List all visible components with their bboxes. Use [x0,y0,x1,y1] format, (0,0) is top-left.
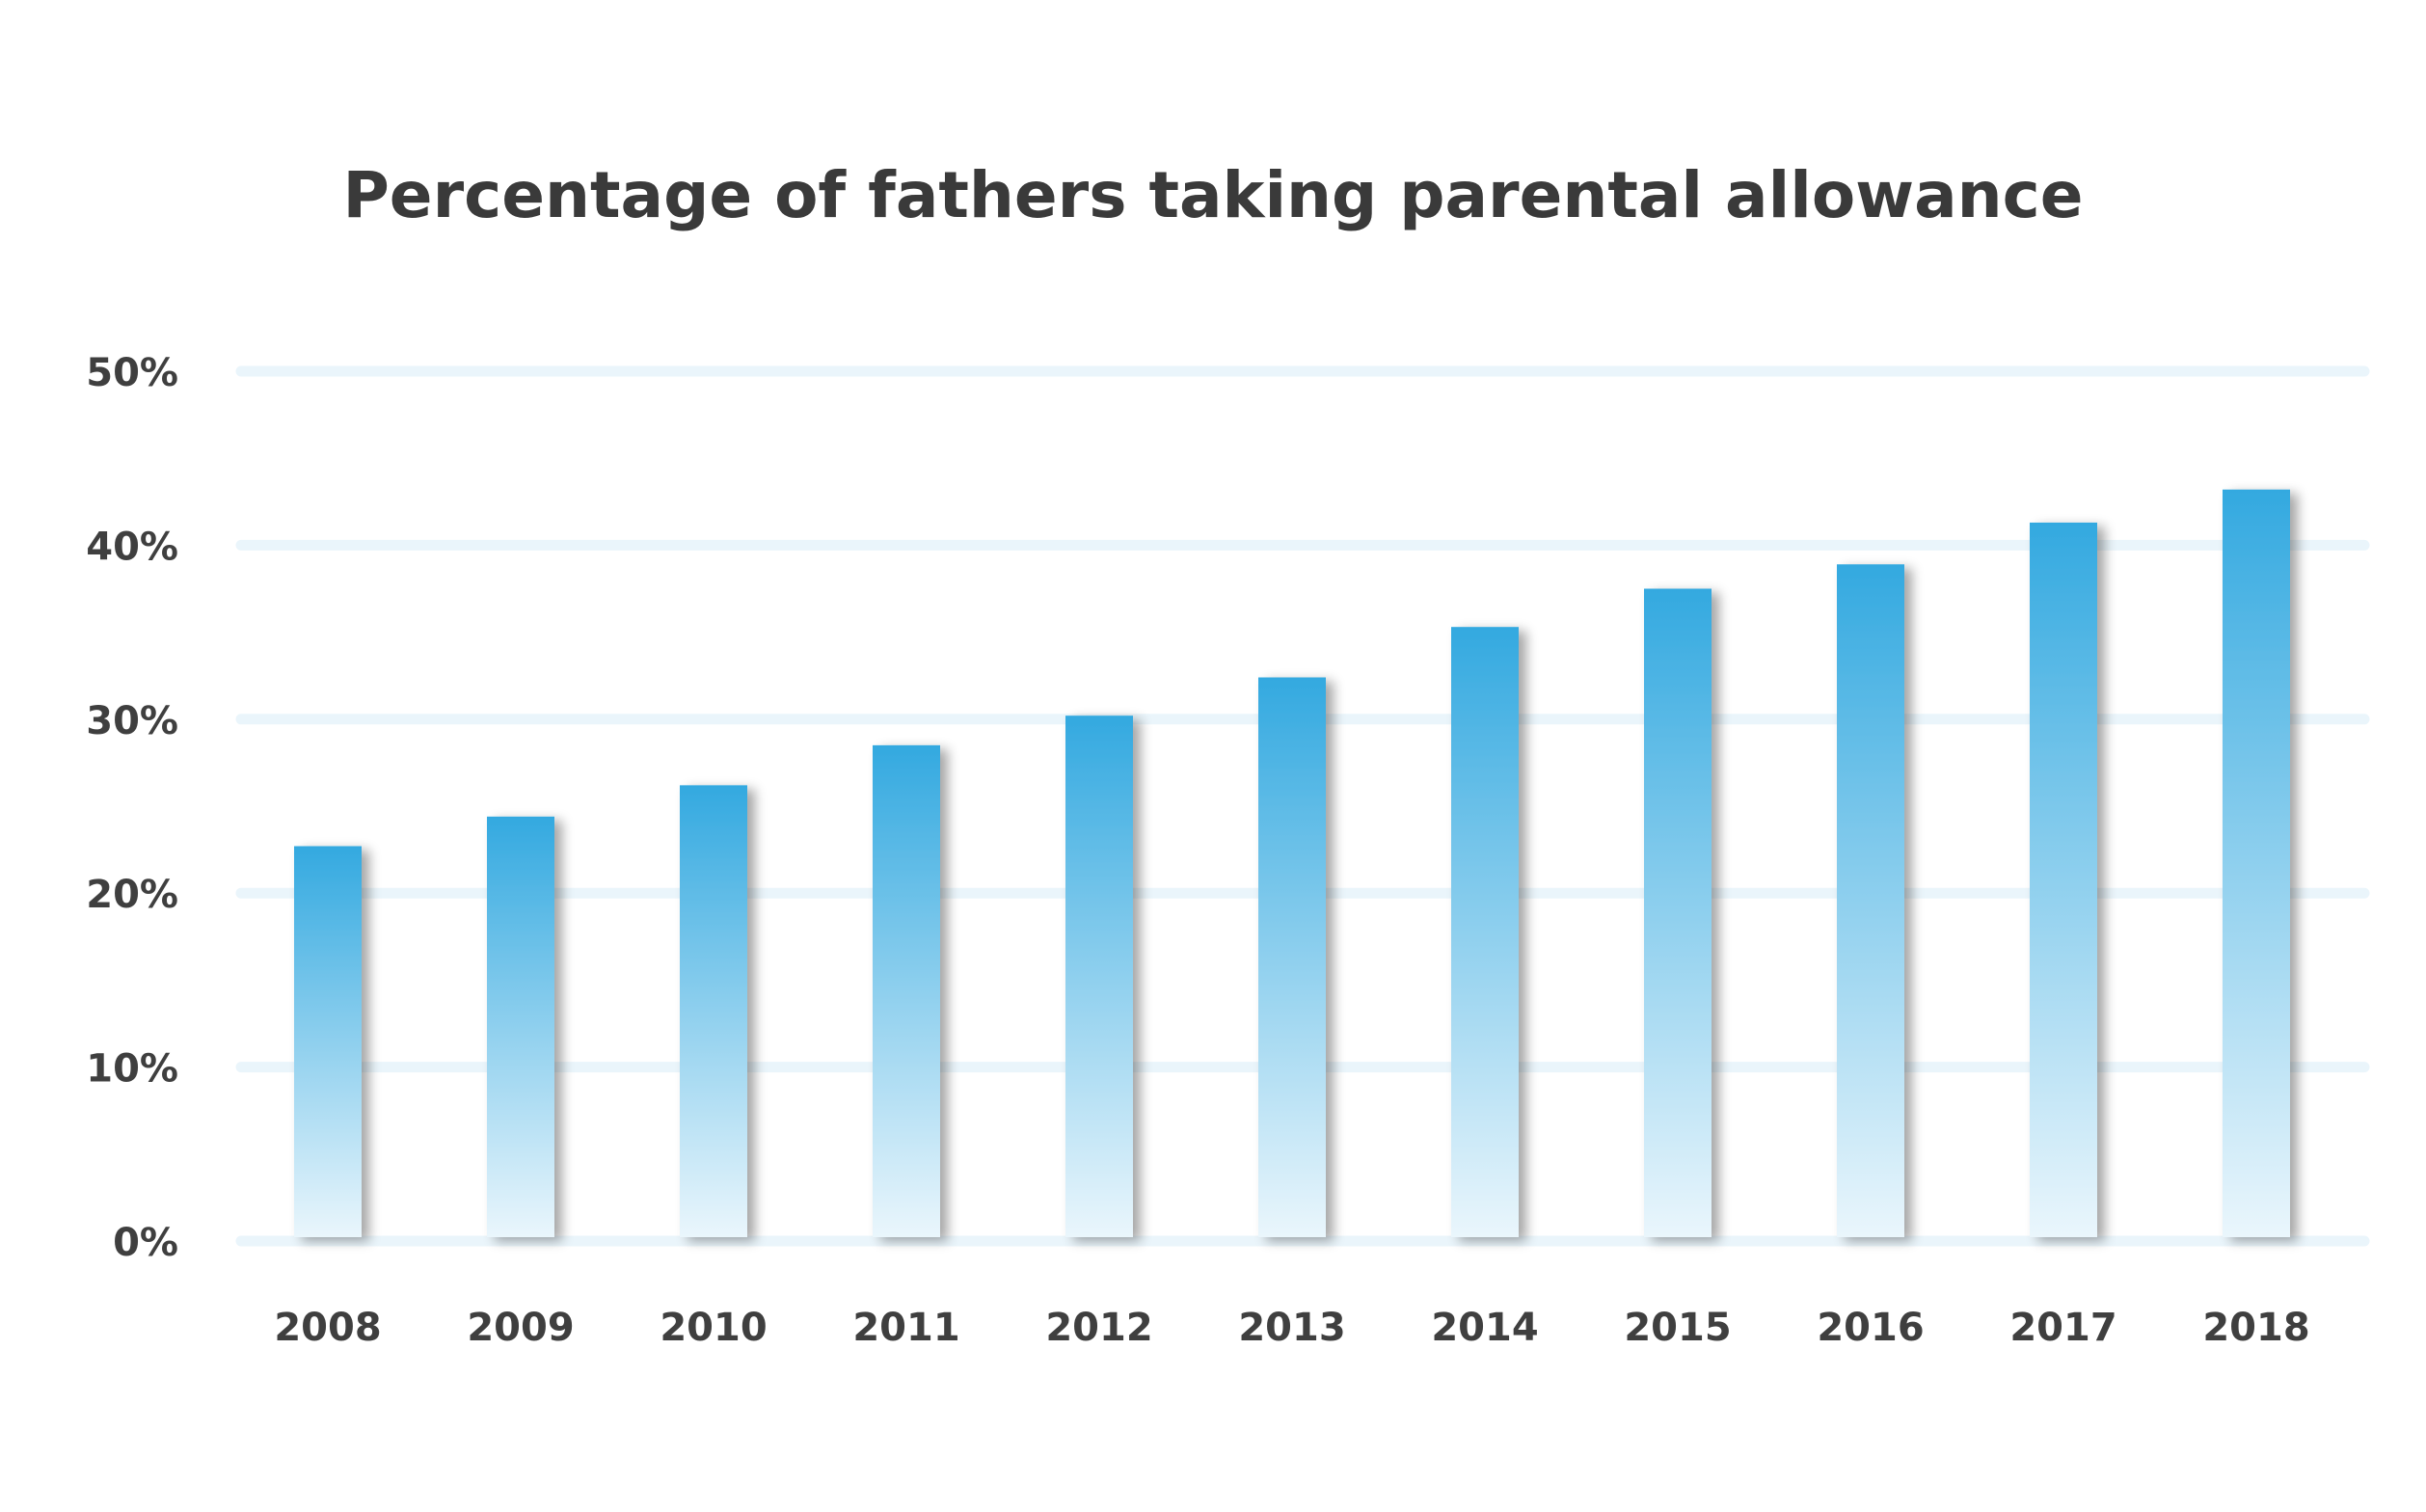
x-tick-label: 2016 [1817,1306,1924,1350]
y-tick-label: 40% [86,525,178,569]
y-tick-label: 0% [113,1221,178,1265]
bar [2223,489,2290,1237]
bar [1065,716,1133,1237]
bar [2030,522,2097,1237]
bars [294,489,2290,1237]
y-tick-label: 20% [86,873,178,917]
x-axis-ticks: 2008 2009 2010 2011 2012 2013 2014 2015 2016 2017… [274,1306,2309,1350]
x-tick-label: 2011 [852,1306,959,1350]
bar [1644,588,1712,1237]
bar [1451,627,1519,1237]
bar [1258,677,1326,1237]
bar [873,744,940,1237]
bar [1837,564,1904,1237]
x-tick-label: 2013 [1238,1306,1345,1350]
y-axis-ticks: 0% 10% 20% 30% 40% 50% [86,351,178,1265]
x-tick-label: 2009 [467,1306,574,1350]
x-tick-label: 2014 [1431,1306,1538,1350]
y-tick-label: 10% [86,1047,178,1092]
y-tick-label: 50% [86,351,178,395]
x-tick-label: 2017 [2009,1306,2116,1350]
x-tick-label: 2008 [274,1306,381,1350]
x-tick-label: 2018 [2202,1306,2309,1350]
x-tick-label: 2015 [1624,1306,1731,1350]
x-tick-label: 2012 [1045,1306,1152,1350]
x-tick-label: 2010 [660,1306,767,1350]
bar [487,816,554,1237]
bar [680,785,747,1237]
bar [294,846,362,1237]
y-tick-label: 30% [86,699,178,743]
chart-title: Percentage of fathers taking parental al… [342,158,2083,232]
